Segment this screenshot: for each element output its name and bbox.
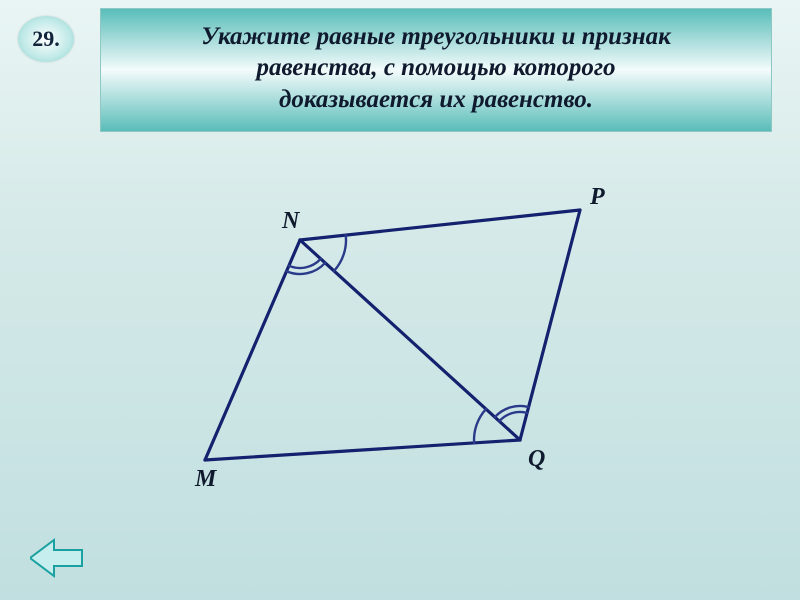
vertex-label-P: P <box>590 184 605 211</box>
figure-svg <box>150 180 650 520</box>
arrow-left-icon <box>30 538 84 578</box>
vertex-label-Q: Q <box>528 446 545 473</box>
title-box: Укажите равные треугольники и признак ра… <box>100 8 772 132</box>
vertex-label-N: N <box>282 208 299 235</box>
slide-number-badge: 29. <box>18 16 74 62</box>
title-line-1: Укажите равные треугольники и признак <box>117 21 755 52</box>
slide-number: 29. <box>32 26 60 52</box>
title-line-3: доказывается их равенство. <box>117 84 755 115</box>
title-line-2: равенства, с помощью которого <box>117 52 755 83</box>
prev-button[interactable] <box>30 538 84 578</box>
geometry-figure: N P Q M <box>150 180 650 520</box>
vertex-label-M: M <box>195 466 216 493</box>
slide: 29. Укажите равные треугольники и призна… <box>0 0 800 600</box>
